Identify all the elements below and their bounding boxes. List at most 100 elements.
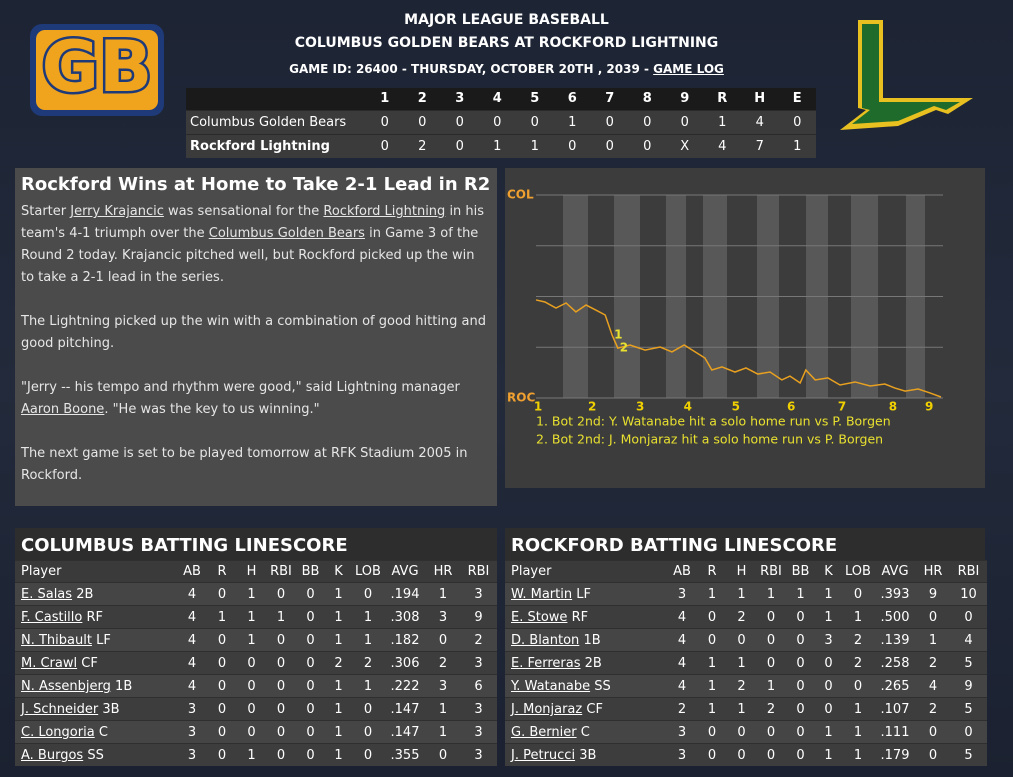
stat-cell: 9 xyxy=(950,674,987,697)
article-link[interactable]: Rockford Lightning xyxy=(323,204,446,219)
player-link[interactable]: N. Assenbjerg xyxy=(21,679,111,694)
event-annotation: 2. Bot 2nd: J. Monjaraz hit a solo home … xyxy=(536,432,883,447)
stat-cell: 1 xyxy=(697,582,727,605)
stat-cell: 3 xyxy=(177,720,207,743)
stat-cell: 1 xyxy=(352,628,384,651)
player-link[interactable]: C. Longoria xyxy=(21,725,95,740)
stat-cell: 0 xyxy=(426,743,460,766)
article-text: "Jerry -- his tempo and rhythm were good… xyxy=(21,380,460,395)
player-link[interactable]: Y. Watanabe xyxy=(511,679,591,694)
player-link[interactable]: J. Schneider xyxy=(21,702,99,717)
stat-cell: 2 xyxy=(325,651,352,674)
player-position: LF xyxy=(96,633,111,648)
score-cell: X xyxy=(666,134,704,158)
batting-table: COLUMBUS BATTING LINESCORE Player AB R H RBI B… xyxy=(15,528,497,766)
stat-cell: 1 xyxy=(352,605,384,628)
stat-cell: 0 xyxy=(815,697,842,720)
stat-cell: 2 xyxy=(727,605,756,628)
player-cell: J. Monjaraz CF xyxy=(505,697,667,720)
player-link[interactable]: N. Thibault xyxy=(21,633,92,648)
column-header: BB xyxy=(786,560,815,582)
stat-cell: 1 xyxy=(727,651,756,674)
stat-cell: 3 xyxy=(460,651,497,674)
stat-cell: 1 xyxy=(697,697,727,720)
stat-cell: 1 xyxy=(207,605,237,628)
game-log-link[interactable]: GAME LOG xyxy=(653,62,724,76)
player-position: 2B xyxy=(584,656,602,671)
player-link[interactable]: A. Burgos xyxy=(21,748,84,763)
article-text: . "He was the key to us winning." xyxy=(104,402,320,417)
column-header: LOB xyxy=(842,560,874,582)
stat-cell: 1 xyxy=(842,697,874,720)
stat-cell: 1 xyxy=(815,720,842,743)
player-link[interactable]: F. Castillo xyxy=(21,610,83,625)
column-header: HR xyxy=(426,560,460,582)
stat-cell: 3 xyxy=(177,697,207,720)
stat-cell: 0 xyxy=(352,743,384,766)
player-link[interactable]: G. Bernier xyxy=(511,725,577,740)
event-marker: 2 xyxy=(620,341,628,355)
score-cell: 4 xyxy=(703,134,741,158)
player-position: CF xyxy=(586,702,603,717)
stat-cell: .139 xyxy=(874,628,916,651)
player-link[interactable]: J. Monjaraz xyxy=(511,702,583,717)
player-position: 3B xyxy=(102,702,120,717)
stat-cell: 0 xyxy=(296,582,325,605)
stat-cell: 0 xyxy=(786,674,815,697)
stat-cell: 1 xyxy=(697,651,727,674)
player-position: RF xyxy=(571,610,589,625)
player-link[interactable]: W. Martin xyxy=(511,587,573,602)
player-link[interactable]: E. Ferreras xyxy=(511,656,581,671)
player-link[interactable]: M. Crawl xyxy=(21,656,78,671)
stat-cell: 0 xyxy=(815,651,842,674)
table-grid: Player AB R H RBI BB K LOB AVG HR RBI E. Salas 2B 4 0… xyxy=(15,560,497,766)
score-cell: 7 xyxy=(741,134,779,158)
column-header: 1 xyxy=(366,88,404,110)
away-logo: GB xyxy=(30,24,164,116)
player-link[interactable]: E. Stowe xyxy=(511,610,568,625)
batting-table: ROCKFORD BATTING LINESCORE Player AB R H RBI B… xyxy=(505,528,987,766)
article-text: in Game 3 of the Round 2 today. Krajanci… xyxy=(21,226,479,285)
stat-cell: 0 xyxy=(296,628,325,651)
column-header: RBI xyxy=(950,560,987,582)
stat-cell: 1 xyxy=(426,697,460,720)
article-link[interactable]: Jerry Krajancic xyxy=(70,204,164,219)
score-cell: 1 xyxy=(478,134,516,158)
stat-cell: 0 xyxy=(842,582,874,605)
stat-cell: 2 xyxy=(916,651,950,674)
stat-cell: .258 xyxy=(874,651,916,674)
stat-cell: 1 xyxy=(325,628,352,651)
column-header: H xyxy=(727,560,756,582)
score-cell: 1 xyxy=(553,110,591,134)
score-cell: 1 xyxy=(516,134,554,158)
article-body: Starter Jerry Krajancic was sensational … xyxy=(15,201,497,487)
logo-fill xyxy=(36,30,158,110)
stat-cell: 0 xyxy=(237,697,266,720)
score-cell: 0 xyxy=(366,110,404,134)
score-cell: 0 xyxy=(778,110,816,134)
column-header: R xyxy=(703,88,741,110)
article-link[interactable]: Aaron Boone xyxy=(21,402,105,417)
player-link[interactable]: D. Blanton xyxy=(511,633,580,648)
stat-cell: 0 xyxy=(916,743,950,766)
x-tick-label: 5 xyxy=(732,400,740,414)
column-header: LOB xyxy=(352,560,384,582)
player-link[interactable]: J. Petrucci xyxy=(511,748,576,763)
stat-cell: 0 xyxy=(697,628,727,651)
article-link[interactable]: Columbus Golden Bears xyxy=(208,226,365,241)
column-header: RBI xyxy=(266,560,296,582)
stat-cell: 2 xyxy=(667,697,697,720)
stat-cell: 4 xyxy=(667,674,697,697)
column-header: H xyxy=(237,560,266,582)
player-link[interactable]: E. Salas xyxy=(21,587,73,602)
column-header: BB xyxy=(296,560,325,582)
stat-cell: 3 xyxy=(177,743,207,766)
stat-cell: 0 xyxy=(296,605,325,628)
stat-cell: 0 xyxy=(207,674,237,697)
stat-cell: 0 xyxy=(296,720,325,743)
stat-cell: 1 xyxy=(325,582,352,605)
stat-cell: 4 xyxy=(916,674,950,697)
player-cell: J. Schneider 3B xyxy=(15,697,177,720)
stat-cell: 5 xyxy=(950,651,987,674)
header-cell xyxy=(186,88,366,110)
